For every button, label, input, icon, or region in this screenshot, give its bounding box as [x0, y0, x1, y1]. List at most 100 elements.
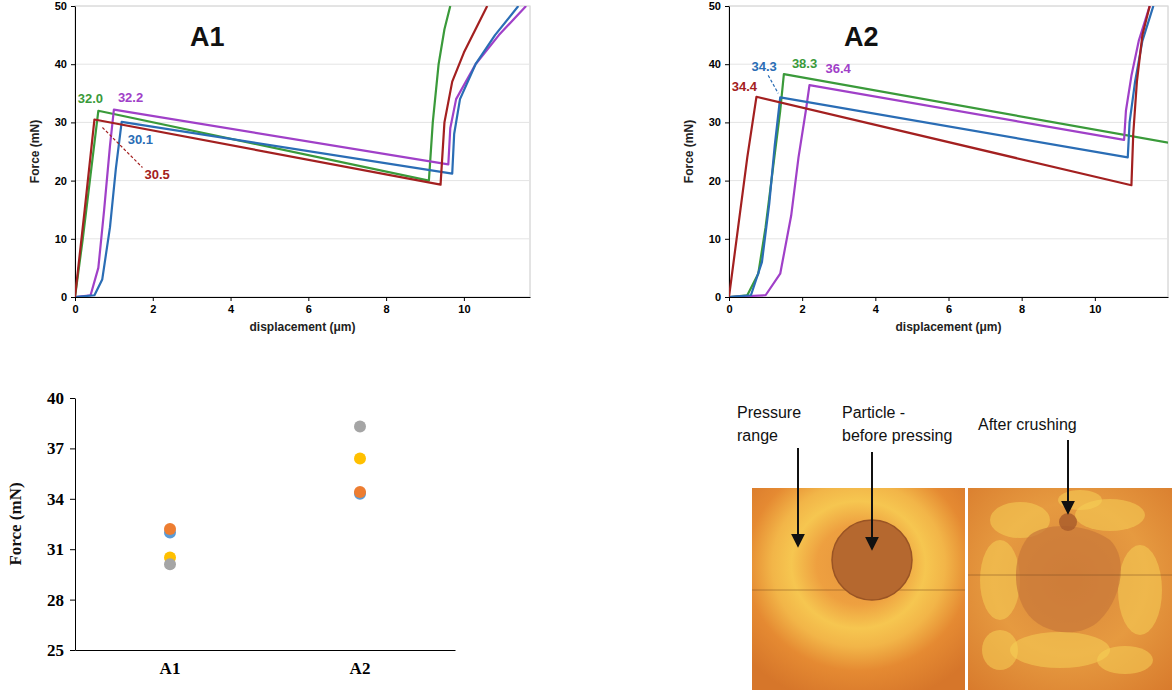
y-axis-line — [729, 7, 730, 298]
x-tick: 2 — [150, 297, 156, 315]
line-chart: 024681001020304050displacement (μm)Force… — [28, 0, 531, 334]
label-line: After crushing — [978, 416, 1077, 433]
photo-fragments — [1016, 526, 1121, 632]
y-tick-mark — [71, 239, 75, 240]
y-tick: 20 — [55, 175, 75, 187]
y-axis-line — [75, 7, 76, 298]
grid — [729, 6, 1168, 297]
peak-label: 32.2 — [118, 90, 143, 105]
y-axis: 01020304050 — [55, 0, 76, 303]
x-axis-title: displacement (μm) — [895, 320, 1001, 334]
photo-crushed-core — [1059, 513, 1077, 531]
peak-labels: 38.336.434.334.4 — [732, 56, 852, 94]
y-tick-mark — [725, 239, 729, 240]
plot-area — [75, 6, 526, 297]
y-tick-mark — [70, 398, 75, 399]
x-tick-label: 10 — [458, 303, 470, 315]
x-tick-mark — [231, 297, 232, 301]
chart-title: A1 — [190, 22, 225, 52]
x-tick-label: 6 — [306, 303, 312, 315]
y-tick-label: 50 — [55, 0, 67, 12]
y-tick-label: 40 — [709, 58, 721, 70]
peak-label: 30.1 — [128, 132, 153, 147]
y-tick-label: 20 — [709, 175, 721, 187]
grid-line — [75, 297, 530, 298]
label-line: Particle - — [842, 404, 905, 421]
grid-line — [729, 6, 1168, 7]
x-tick: 0 — [726, 297, 732, 315]
y-tick-mark — [71, 122, 75, 123]
label-line: range — [737, 427, 778, 444]
x-tick-label: 10 — [1089, 303, 1101, 315]
force-curve — [75, 6, 487, 297]
grid-line — [75, 6, 530, 7]
y-tick-label: 34 — [47, 490, 65, 509]
y-tick-mark — [70, 448, 75, 449]
plot-area — [164, 421, 366, 571]
x-tick-label: 4 — [873, 303, 880, 315]
x-tick: 8 — [1019, 297, 1025, 315]
x-tick-mark — [153, 297, 154, 301]
x-tick: 6 — [306, 297, 312, 315]
y-tick: 10 — [709, 233, 729, 245]
x-tick-mark — [802, 297, 803, 301]
y-tick: 20 — [709, 175, 729, 187]
peak-label: 38.3 — [792, 56, 817, 71]
y-tick-label: 0 — [715, 291, 721, 303]
force-curve — [729, 6, 1153, 297]
y-tick: 50 — [55, 0, 75, 12]
x-tick-label: 6 — [946, 303, 952, 315]
y-tick-mark — [725, 122, 729, 123]
y-tick: 0 — [61, 291, 75, 303]
photo-label: Pressure range — [737, 404, 801, 444]
y-tick-label: 20 — [55, 175, 67, 187]
x-tick-mark — [308, 297, 309, 301]
y-tick-mark — [70, 499, 75, 500]
grid-line — [75, 122, 530, 123]
x-axis-line — [76, 650, 456, 651]
x-tick: A1 — [160, 659, 181, 678]
photo-after — [968, 488, 1172, 690]
y-tick-label: 0 — [61, 291, 67, 303]
force-curve — [729, 6, 1150, 297]
y-tick-label: 40 — [55, 58, 67, 70]
x-axis: 0246810 — [72, 297, 530, 315]
y-tick: 34 — [47, 490, 75, 509]
grid-line — [729, 122, 1168, 123]
y-tick: 40 — [47, 389, 75, 408]
force-curve — [75, 6, 526, 297]
scatter-chart: 252831343740A1A2Force (mN) — [6, 389, 456, 678]
y-tick-label: 25 — [47, 641, 64, 660]
grid-line — [729, 238, 1168, 239]
y-tick-label: 10 — [709, 233, 721, 245]
y-tick-mark — [725, 64, 729, 65]
x-tick: A2 — [350, 659, 371, 678]
y-tick: 31 — [47, 540, 75, 559]
data-point — [354, 421, 366, 433]
y-tick-mark — [70, 650, 75, 651]
peak-label: 36.4 — [825, 61, 851, 76]
y-tick: 25 — [47, 641, 75, 660]
photo-label: Particle - before pressing — [842, 404, 952, 444]
x-tick: 0 — [72, 297, 78, 315]
label-line: Pressure — [737, 404, 801, 421]
x-tick-mark — [464, 297, 465, 301]
x-tick-label: 2 — [150, 303, 156, 315]
y-tick-mark — [725, 181, 729, 182]
x-tick: 6 — [946, 297, 952, 315]
x-tick-label: A2 — [350, 659, 371, 678]
data-point — [164, 523, 176, 535]
x-tick-mark — [1022, 297, 1023, 301]
x-axis-line — [76, 297, 531, 298]
label-line: before pressing — [842, 427, 952, 444]
y-tick-mark — [71, 64, 75, 65]
x-tick-label: 4 — [228, 303, 235, 315]
y-axis-title: Force (mN) — [682, 120, 696, 183]
line-chart: 024681001020304050displacement (μm)Force… — [682, 0, 1175, 334]
x-tick: 2 — [800, 297, 806, 315]
y-tick-label: 31 — [47, 540, 64, 559]
chart-title: A2 — [844, 22, 879, 52]
x-tick: 10 — [458, 297, 470, 315]
photo-texture — [1097, 646, 1153, 674]
y-tick-label: 50 — [709, 0, 721, 12]
